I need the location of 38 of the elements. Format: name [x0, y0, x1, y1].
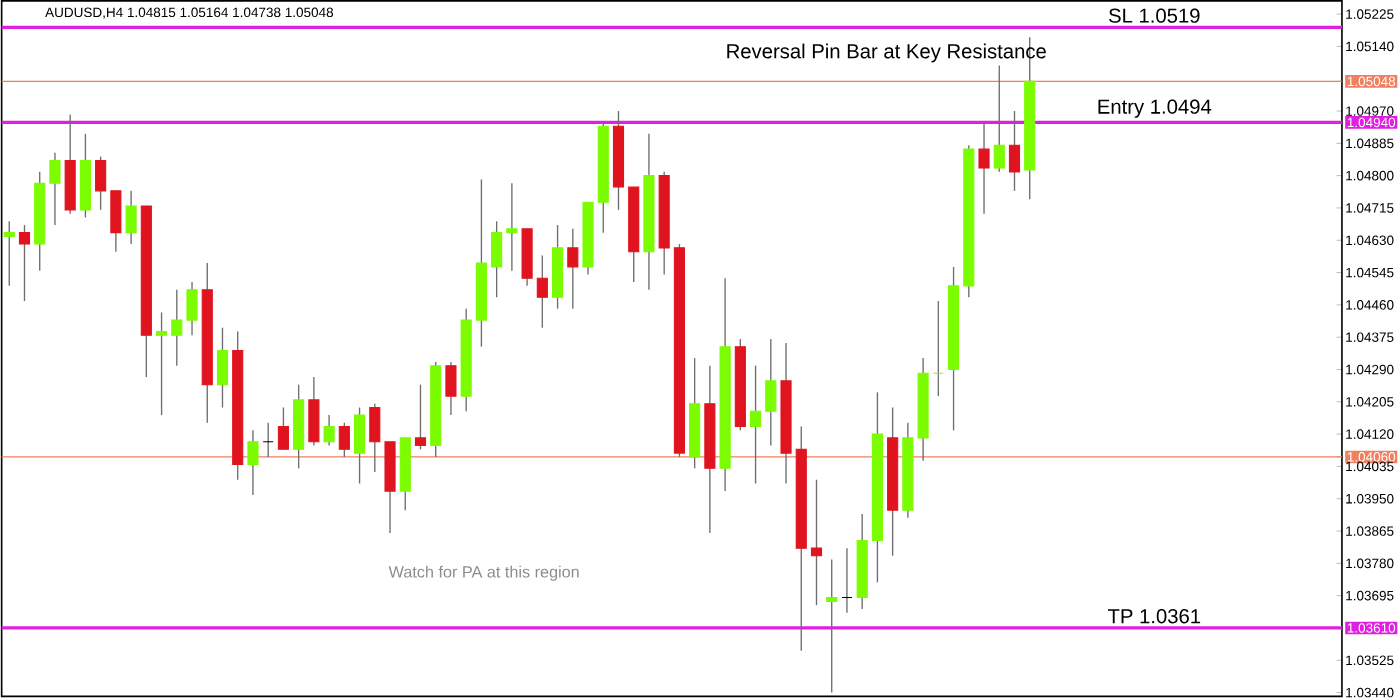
candlestick	[750, 364, 762, 485]
candlestick	[506, 182, 518, 272]
annotation: Watch for PA at this region	[388, 565, 579, 581]
candlestick	[354, 406, 366, 485]
candlestick	[49, 152, 61, 226]
candlestick	[277, 406, 289, 450]
candlestick	[491, 220, 503, 298]
candlestick	[308, 376, 320, 447]
candlestick	[262, 422, 274, 458]
candlestick	[1008, 110, 1021, 192]
candlestick	[536, 254, 548, 329]
candlestick	[932, 300, 944, 397]
candlestick	[323, 414, 335, 447]
candlestick	[338, 422, 350, 458]
ref-line-label: SL 1.0519	[1109, 8, 1200, 23]
candlestick	[841, 547, 853, 614]
candlestick	[810, 479, 823, 606]
candlestick	[369, 402, 381, 473]
candlestick	[216, 326, 229, 409]
candlestick	[826, 558, 838, 694]
candlestick	[993, 64, 1005, 173]
candlestick	[156, 311, 168, 416]
candlestick	[247, 429, 259, 496]
annotation: Reversal Pin Bar at Key Resistance	[727, 43, 1046, 63]
candlestick	[95, 155, 107, 211]
candlestick	[567, 228, 579, 310]
candlestick	[3, 220, 15, 287]
candlestick	[765, 338, 777, 447]
candlestick	[445, 361, 457, 416]
candlestick	[125, 190, 137, 245]
candlestick	[978, 121, 990, 215]
candlestick	[186, 281, 198, 336]
ref-line-label: Entry 1.0494	[1098, 99, 1212, 118]
candlestick	[414, 383, 427, 450]
candlestick	[110, 190, 122, 253]
ref-line-label: TP 1.0361	[1108, 608, 1201, 624]
candlestick	[171, 288, 183, 367]
candlestick	[18, 224, 31, 302]
